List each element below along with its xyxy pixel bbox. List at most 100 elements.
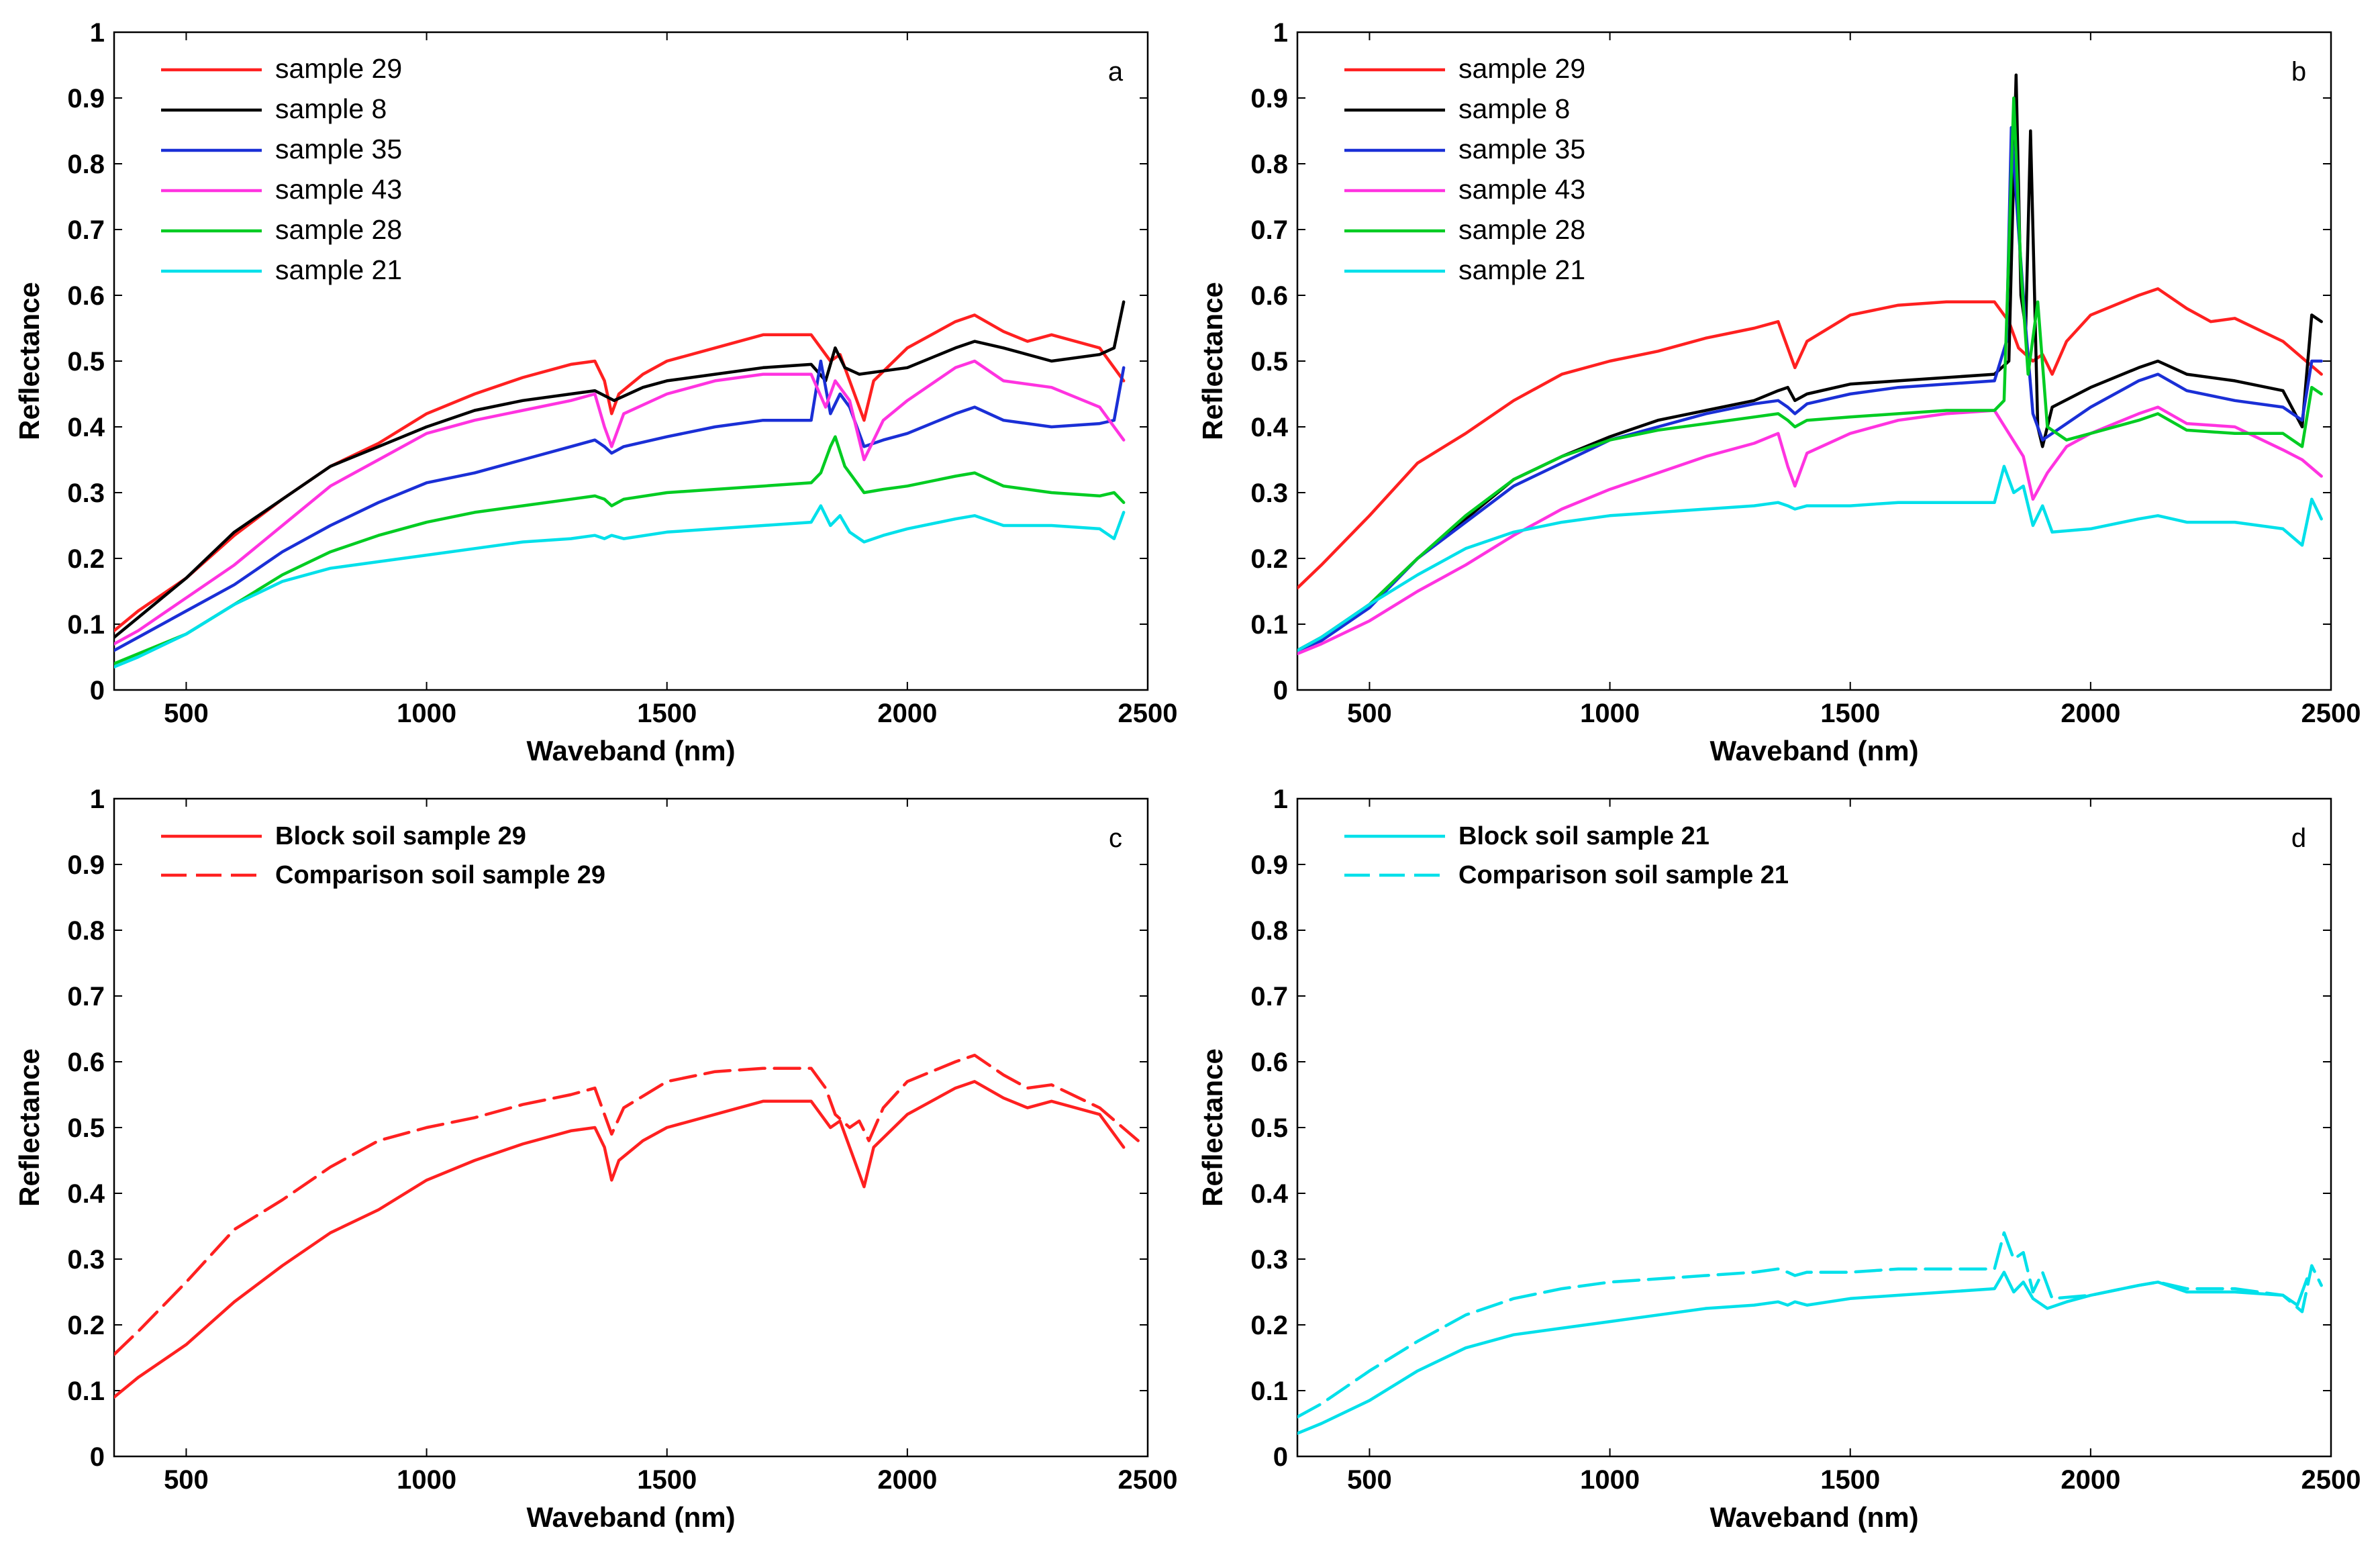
x-tick-label: 2500 xyxy=(2301,1465,2361,1495)
y-tick-label: 0.8 xyxy=(67,150,105,179)
legend-label: sample 28 xyxy=(1458,214,1585,245)
x-tick-label: 2500 xyxy=(1118,699,1178,728)
y-tick-label: 0 xyxy=(90,676,105,705)
series-line-sample-35 xyxy=(114,359,1126,652)
legend-label: sample 43 xyxy=(1458,174,1585,205)
legend-label: sample 21 xyxy=(1458,254,1585,285)
panel-label: c xyxy=(1109,824,1122,853)
y-tick-label: 0.8 xyxy=(1250,150,1288,179)
x-tick-label: 500 xyxy=(1347,699,1392,728)
y-tick-label: 0.6 xyxy=(1250,1048,1288,1077)
panel-label: b xyxy=(2291,57,2306,87)
x-axis-title: Waveband (nm) xyxy=(1709,735,1918,766)
series-line-sample-21 xyxy=(114,504,1126,668)
y-tick-label: 0 xyxy=(1273,1442,1288,1472)
legend-label: Block soil sample 29 xyxy=(275,822,526,850)
x-tick-label: 1000 xyxy=(397,1465,456,1495)
x-tick-label: 2000 xyxy=(2061,1465,2120,1495)
y-axis-title: Reflectance xyxy=(1197,282,1228,440)
x-tick-label: 1000 xyxy=(1580,699,1640,728)
y-tick-label: 0.9 xyxy=(67,84,105,113)
legend-label: sample 35 xyxy=(1458,134,1585,164)
x-tick-label: 500 xyxy=(164,1465,209,1495)
series-line-sample-8 xyxy=(1297,73,2323,652)
legend-label: Comparison soil sample 21 xyxy=(1458,861,1789,889)
y-tick-label: 0.3 xyxy=(1250,1245,1288,1275)
legend-label: sample 8 xyxy=(275,93,387,124)
y-axis-title: Reflectance xyxy=(1197,1048,1228,1207)
y-tick-label: 0.6 xyxy=(67,1048,105,1077)
y-tick-label: 0.4 xyxy=(1250,413,1288,442)
y-tick-label: 0.6 xyxy=(67,281,105,311)
y-tick-label: 0.3 xyxy=(67,1245,105,1275)
y-tick-label: 0 xyxy=(1273,676,1288,705)
legend-label: sample 43 xyxy=(275,174,402,205)
y-tick-label: 1 xyxy=(1273,18,1288,48)
y-tick-label: 0 xyxy=(90,1442,105,1472)
y-axis-title: Reflectance xyxy=(13,1048,45,1207)
x-tick-label: 2000 xyxy=(2061,699,2120,728)
y-tick-label: 0.4 xyxy=(67,1179,105,1209)
y-tick-label: 0.3 xyxy=(67,479,105,508)
series-line-block-soil-sample-21 xyxy=(1297,1270,2309,1435)
legend-label: sample 29 xyxy=(1458,53,1585,84)
legend-label: sample 35 xyxy=(275,134,402,164)
y-tick-label: 0.7 xyxy=(1250,215,1288,245)
series-line-sample-43 xyxy=(114,359,1126,646)
y-tick-label: 1 xyxy=(90,785,105,814)
y-tick-label: 0.4 xyxy=(1250,1179,1288,1209)
y-tick-label: 0.5 xyxy=(67,347,105,377)
x-tick-label: 1500 xyxy=(637,1465,697,1495)
y-tick-label: 0.1 xyxy=(1250,610,1288,640)
y-tick-label: 0.1 xyxy=(67,1377,105,1406)
y-tick-label: 0.1 xyxy=(1250,1377,1288,1406)
x-tick-label: 1500 xyxy=(1820,1465,1880,1495)
plot-frame xyxy=(113,797,1149,1458)
y-tick-label: 0.2 xyxy=(1250,544,1288,574)
x-tick-label: 1500 xyxy=(637,699,697,728)
x-tick-label: 2000 xyxy=(877,1465,937,1495)
x-axis-title: Waveband (nm) xyxy=(526,1501,735,1533)
plot-frame xyxy=(1296,31,2332,691)
y-tick-label: 0.3 xyxy=(1250,479,1288,508)
series-line-comparison-soil-sample-21 xyxy=(1297,1231,2323,1419)
x-tick-label: 2500 xyxy=(2301,699,2361,728)
y-tick-label: 0.7 xyxy=(1250,982,1288,1011)
series-line-sample-29 xyxy=(1297,287,2323,590)
y-tick-label: 0.2 xyxy=(1250,1311,1288,1340)
y-tick-label: 0.2 xyxy=(67,544,105,574)
y-tick-label: 0.6 xyxy=(1250,281,1288,311)
series-line-comparison-soil-sample-29 xyxy=(114,1053,1140,1356)
panel-label: a xyxy=(1108,57,1124,87)
y-tick-label: 0.1 xyxy=(67,610,105,640)
series-line-sample-8 xyxy=(114,300,1126,639)
x-tick-label: 1000 xyxy=(397,699,456,728)
y-tick-label: 0.5 xyxy=(1250,1113,1288,1143)
y-tick-label: 0.7 xyxy=(67,215,105,245)
x-tick-label: 1000 xyxy=(1580,1465,1640,1495)
plot-frame xyxy=(113,31,1149,691)
legend-label: sample 29 xyxy=(275,53,402,84)
legend-label: sample 21 xyxy=(275,254,402,285)
y-tick-label: 0.9 xyxy=(67,850,105,880)
y-tick-label: 0.4 xyxy=(67,413,105,442)
y-tick-label: 0.5 xyxy=(67,1113,105,1143)
x-axis-title: Waveband (nm) xyxy=(526,735,735,766)
series-line-block-soil-sample-29 xyxy=(114,1080,1126,1399)
y-tick-label: 0.5 xyxy=(1250,347,1288,377)
y-tick-label: 0.8 xyxy=(67,916,105,946)
legend-label: sample 28 xyxy=(275,214,402,245)
y-tick-label: 1 xyxy=(1273,785,1288,814)
x-tick-label: 2500 xyxy=(1118,1465,1178,1495)
y-tick-label: 1 xyxy=(90,18,105,48)
y-tick-label: 0.2 xyxy=(67,1311,105,1340)
x-tick-label: 1500 xyxy=(1820,699,1880,728)
y-tick-label: 0.7 xyxy=(67,982,105,1011)
series-line-sample-28 xyxy=(114,435,1126,666)
y-axis-title: Reflectance xyxy=(13,282,45,440)
